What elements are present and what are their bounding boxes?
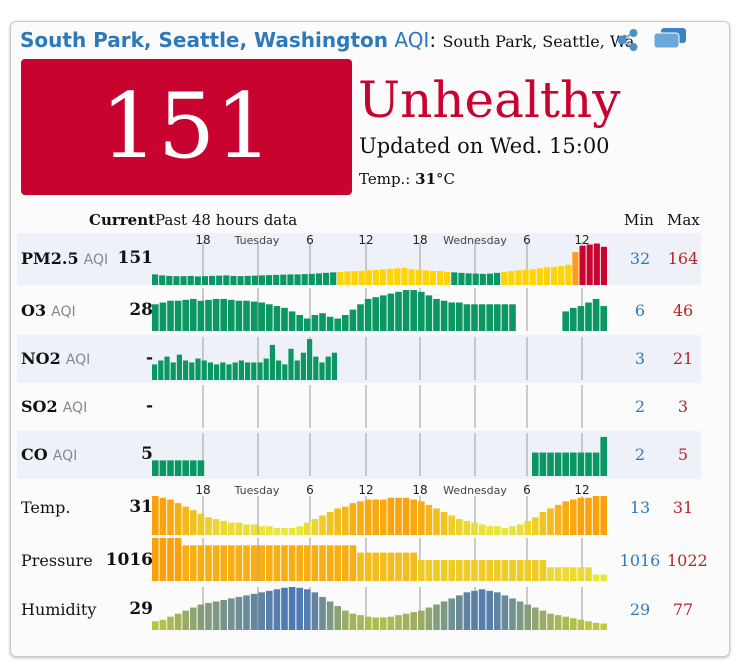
aqi-value: 151 — [100, 74, 273, 179]
temp-label: Temp.: — [359, 170, 411, 188]
row-name: NO2 — [21, 349, 61, 368]
row-current-value: - — [145, 348, 153, 368]
row-name: SO2 — [21, 397, 58, 416]
data-row: Pressure 1016 1016 1022 — [17, 537, 708, 585]
row-max-value: 21 — [672, 349, 694, 368]
row-name: Humidity — [21, 600, 97, 619]
aqi-value-box: 151 — [21, 59, 352, 195]
row-max-value: 31 — [672, 498, 694, 517]
row-label: PM2.5 AQI — [21, 249, 108, 268]
row-max-value: 3 — [677, 397, 689, 416]
row-max-value: 5 — [677, 445, 689, 464]
row-max-value: 46 — [672, 301, 694, 320]
data-row: PM2.5 AQI 151 32 164 — [17, 233, 701, 285]
row-name: O3 — [21, 301, 47, 320]
chat-bubbles-icon[interactable] — [652, 26, 688, 52]
share-icon[interactable] — [615, 27, 641, 53]
row-current-value: 5 — [141, 444, 153, 464]
row-min-value: 13 — [629, 498, 651, 517]
title-colon: : — [429, 28, 437, 52]
data-row: NO2 AQI - 3 21 — [17, 335, 701, 383]
row-label: Temp. — [21, 498, 70, 517]
current-temperature: Temp.: 31°C — [359, 170, 455, 188]
row-name: Pressure — [21, 551, 93, 570]
data-row: Temp. 31 13 31 — [17, 484, 701, 532]
row-unit: AQI — [65, 352, 91, 368]
row-unit: AQI — [62, 400, 88, 416]
min-column-header: Min — [624, 211, 654, 229]
data-row: O3 AQI 28 6 46 — [17, 287, 701, 335]
row-min-value: 29 — [629, 600, 651, 619]
current-column-header: Current — [89, 211, 156, 229]
row-current-value: 151 — [117, 248, 154, 268]
location-link[interactable]: South Park, Seattle, Washington — [20, 28, 388, 52]
row-max-value: 1022 — [667, 551, 708, 570]
row-label: SO2 AQI — [21, 397, 87, 416]
row-min-value: 32 — [629, 249, 651, 268]
aqi-label: AQI — [394, 28, 430, 52]
row-label: CO AQI — [21, 445, 77, 464]
row-current-value: 29 — [129, 599, 153, 619]
row-current-value: - — [145, 396, 153, 416]
widget-title: South Park, Seattle, Washington AQI: Sou… — [20, 28, 634, 52]
row-min-value: 2 — [634, 445, 646, 464]
data-row: Humidity 29 29 77 — [17, 586, 701, 634]
data-row: SO2 AQI - 2 3 — [17, 383, 701, 431]
row-max-value: 77 — [672, 600, 694, 619]
past-48h-header: Past 48 hours data — [155, 211, 298, 229]
row-name: CO — [21, 445, 48, 464]
row-label: NO2 AQI — [21, 349, 90, 368]
row-unit: AQI — [51, 304, 76, 320]
row-current-value: 31 — [129, 497, 153, 517]
row-min-value: 1016 — [619, 551, 661, 570]
row-label: O3 AQI — [21, 301, 76, 320]
temp-unit: °C — [436, 170, 456, 188]
row-label: Humidity — [21, 600, 96, 619]
station-subtitle: South Park, Seattle, Wa — [442, 32, 635, 51]
row-name: PM2.5 — [21, 249, 79, 268]
row-current-value: 1016 — [105, 550, 153, 570]
row-label: Pressure — [21, 551, 93, 570]
row-min-value: 2 — [634, 397, 646, 416]
row-unit: AQI — [52, 448, 78, 464]
max-column-header: Max — [667, 211, 700, 229]
data-row: CO AQI 5 2 5 — [17, 431, 701, 479]
updated-time: Updated on Wed. 15:00 — [359, 134, 610, 158]
row-current-value: 28 — [129, 300, 153, 320]
temp-value: 31 — [415, 170, 437, 188]
row-min-value: 6 — [634, 301, 646, 320]
aqi-status: Unhealthy — [358, 71, 621, 129]
row-max-value: 164 — [667, 249, 699, 268]
row-name: Temp. — [21, 498, 71, 517]
row-min-value: 3 — [634, 349, 646, 368]
row-unit: AQI — [83, 252, 109, 268]
